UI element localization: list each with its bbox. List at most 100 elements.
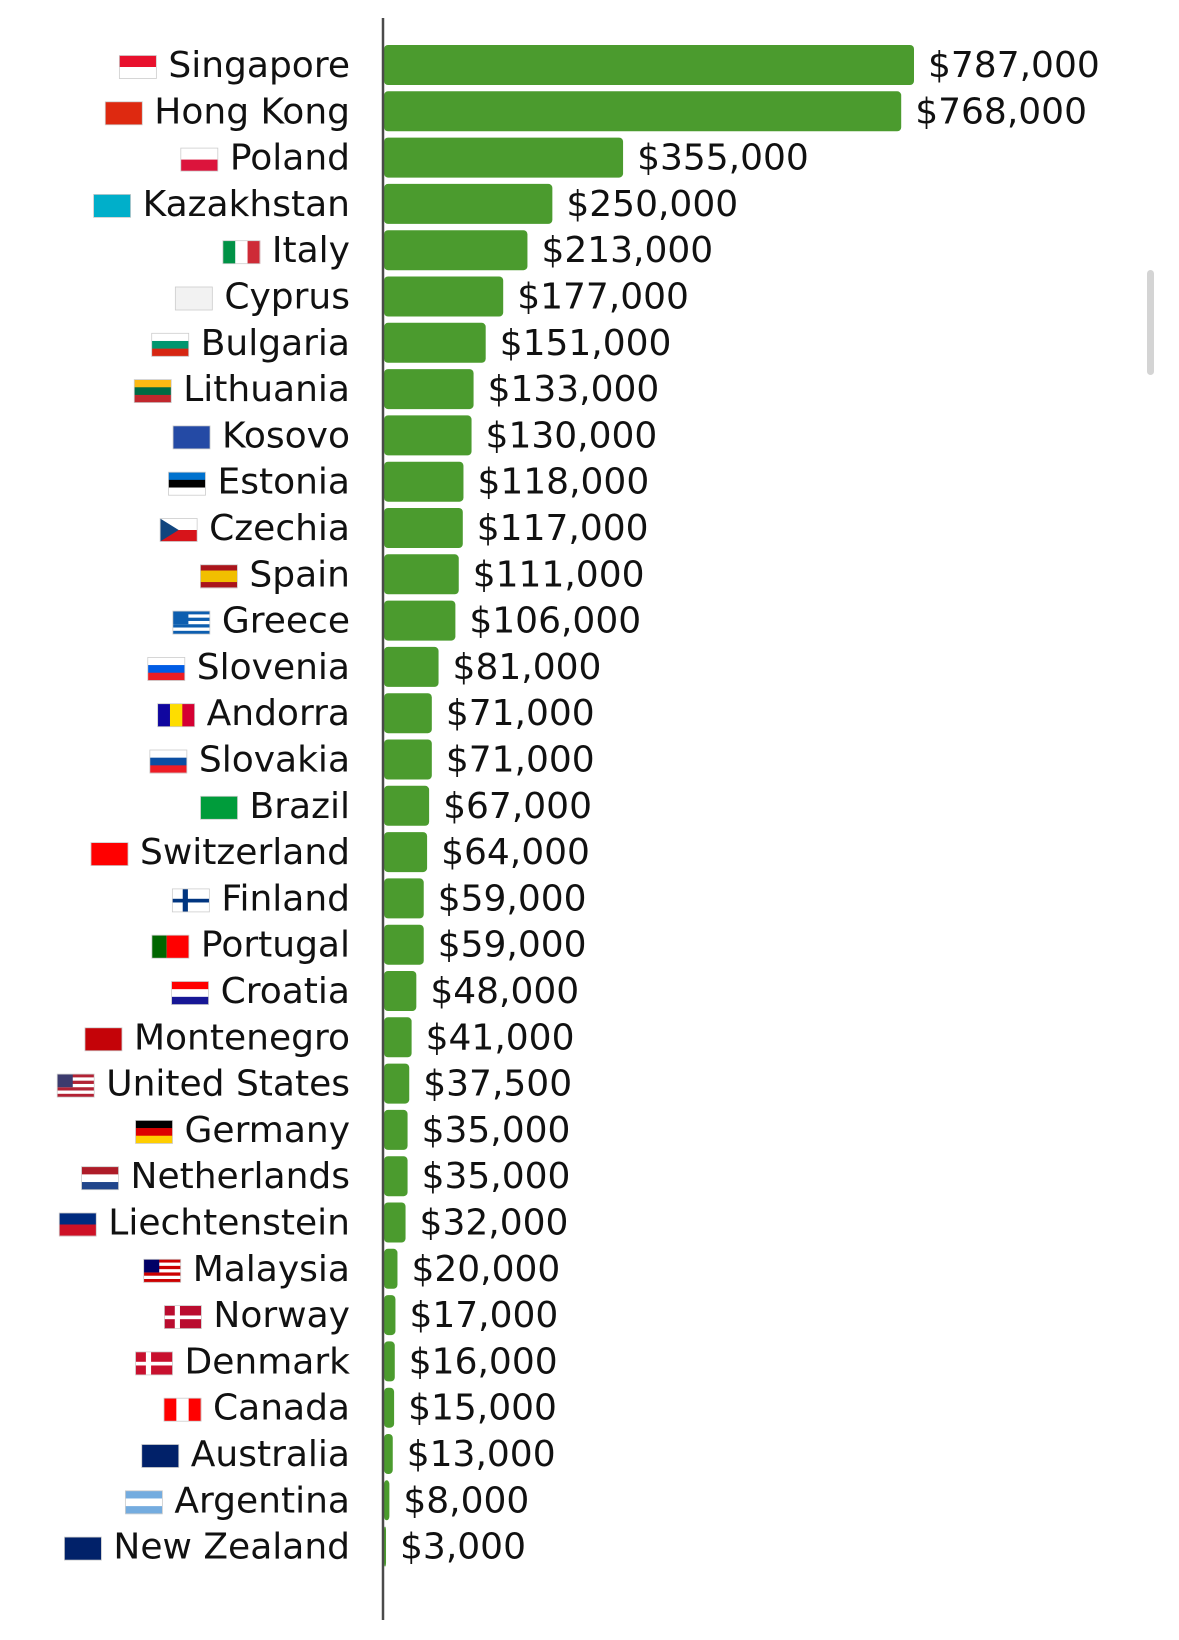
value-label-germany: $35,000	[422, 1110, 571, 1151]
category-label-brazil: Brazil	[250, 786, 350, 827]
norway-flag-icon	[164, 1305, 202, 1329]
bar-kosovo	[384, 415, 472, 456]
bar-germany	[384, 1109, 408, 1150]
bar-new-zealand	[384, 1526, 387, 1567]
category-label-new-zealand: New Zealand	[113, 1527, 350, 1568]
finland-flag-icon	[171, 888, 210, 913]
slovenia-flag-icon	[147, 657, 186, 681]
bar-croatia	[384, 971, 417, 1011]
brazil-flag-icon	[200, 795, 238, 820]
portugal-flag-icon	[151, 934, 190, 959]
category-label-canada: Canada	[213, 1388, 350, 1429]
bar-estonia	[384, 461, 464, 502]
value-label-hong-kong: $768,000	[915, 91, 1087, 132]
category-label-argentina: Argentina	[174, 1480, 350, 1521]
kosovo-flag-icon	[172, 425, 211, 450]
bar-greece	[384, 600, 456, 641]
bar-brazil	[384, 785, 430, 826]
value-label-denmark: $16,000	[409, 1341, 558, 1382]
scrollbar-thumb[interactable]	[1147, 270, 1154, 375]
value-label-argentina: $8,000	[403, 1480, 529, 1521]
bar-montenegro	[384, 1017, 412, 1058]
value-label-montenegro: $41,000	[426, 1017, 575, 1058]
czechia-flag-icon	[159, 518, 198, 542]
value-label-croatia: $48,000	[430, 971, 579, 1012]
bar-slovakia	[384, 739, 432, 780]
croatia-flag-icon	[171, 981, 209, 1005]
denmark-flag-icon	[135, 1351, 173, 1376]
category-label-portugal: Portugal	[201, 925, 350, 966]
bar-liechtenstein	[384, 1202, 406, 1243]
value-label-slovenia: $81,000	[453, 647, 602, 688]
category-label-switzerland: Switzerland	[140, 832, 350, 873]
category-label-slovakia: Slovakia	[199, 740, 350, 781]
bar-kazakhstan	[384, 183, 553, 224]
bar-italy	[384, 230, 528, 271]
estonia-flag-icon	[168, 471, 206, 496]
category-label-finland: Finland	[221, 878, 350, 919]
poland-flag-icon	[180, 147, 219, 172]
category-label-united-states: United States	[106, 1064, 350, 1105]
greece-flag-icon	[172, 610, 211, 635]
bar-bulgaria	[384, 322, 486, 363]
category-label-kosovo: Kosovo	[222, 415, 350, 456]
value-label-spain: $111,000	[473, 554, 645, 595]
category-label-czechia: Czechia	[209, 508, 350, 549]
value-label-kosovo: $130,000	[486, 415, 658, 456]
value-label-kazakhstan: $250,000	[566, 184, 738, 225]
united-states-flag-icon	[56, 1073, 95, 1098]
new-zealand-flag-icon	[64, 1536, 102, 1561]
value-label-new-zealand: $3,000	[400, 1527, 526, 1568]
bar-andorra	[384, 693, 432, 734]
value-label-slovakia: $71,000	[446, 740, 595, 781]
value-label-malaysia: $20,000	[411, 1249, 560, 1290]
category-label-croatia: Croatia	[221, 971, 350, 1012]
category-label-singapore: Singapore	[168, 45, 350, 86]
liechtenstein-flag-icon	[58, 1212, 97, 1237]
cyprus-flag-icon	[174, 286, 213, 311]
category-label-slovenia: Slovenia	[197, 647, 350, 688]
category-label-germany: Germany	[185, 1110, 350, 1151]
bar-united-states	[384, 1063, 410, 1104]
andorra-flag-icon	[157, 703, 196, 728]
bar-hong-kong	[384, 91, 902, 132]
bar-netherlands	[384, 1156, 408, 1197]
australia-flag-icon	[141, 1444, 180, 1468]
germany-flag-icon	[135, 1120, 173, 1144]
value-label-singapore: $787,000	[928, 45, 1100, 86]
value-label-lithuania: $133,000	[488, 369, 660, 410]
bar-argentina	[384, 1480, 390, 1521]
category-label-montenegro: Montenegro	[134, 1017, 350, 1058]
value-label-united-states: $37,500	[423, 1064, 572, 1105]
bar-finland	[384, 878, 424, 919]
category-label-australia: Australia	[191, 1434, 350, 1475]
bar-switzerland	[384, 832, 428, 873]
italy-flag-icon	[222, 240, 261, 265]
bar-poland	[384, 137, 624, 178]
bar-spain	[384, 554, 459, 595]
value-label-switzerland: $64,000	[441, 832, 590, 873]
value-label-cyprus: $177,000	[517, 277, 689, 318]
value-label-italy: $213,000	[541, 230, 713, 271]
category-label-italy: Italy	[272, 230, 350, 271]
value-label-brazil: $67,000	[443, 786, 592, 827]
value-label-andorra: $71,000	[446, 693, 595, 734]
value-label-poland: $355,000	[637, 138, 809, 179]
bar-norway	[384, 1295, 396, 1336]
bar-australia	[384, 1434, 393, 1474]
category-label-norway: Norway	[213, 1295, 350, 1336]
category-label-kazakhstan: Kazakhstan	[143, 184, 350, 225]
category-label-liechtenstein: Liechtenstein	[108, 1203, 350, 1244]
category-label-malaysia: Malaysia	[193, 1249, 350, 1290]
category-label-andorra: Andorra	[207, 693, 350, 734]
bars-group	[384, 45, 914, 1567]
argentina-flag-icon	[124, 1490, 163, 1515]
value-label-australia: $13,000	[407, 1434, 556, 1475]
bar-malaysia	[384, 1248, 398, 1289]
category-label-hong-kong: Hong Kong	[154, 91, 350, 132]
value-label-liechtenstein: $32,000	[420, 1203, 569, 1244]
flag-icons	[56, 55, 261, 1561]
bar-portugal	[384, 924, 424, 965]
bar-cyprus	[384, 276, 504, 317]
